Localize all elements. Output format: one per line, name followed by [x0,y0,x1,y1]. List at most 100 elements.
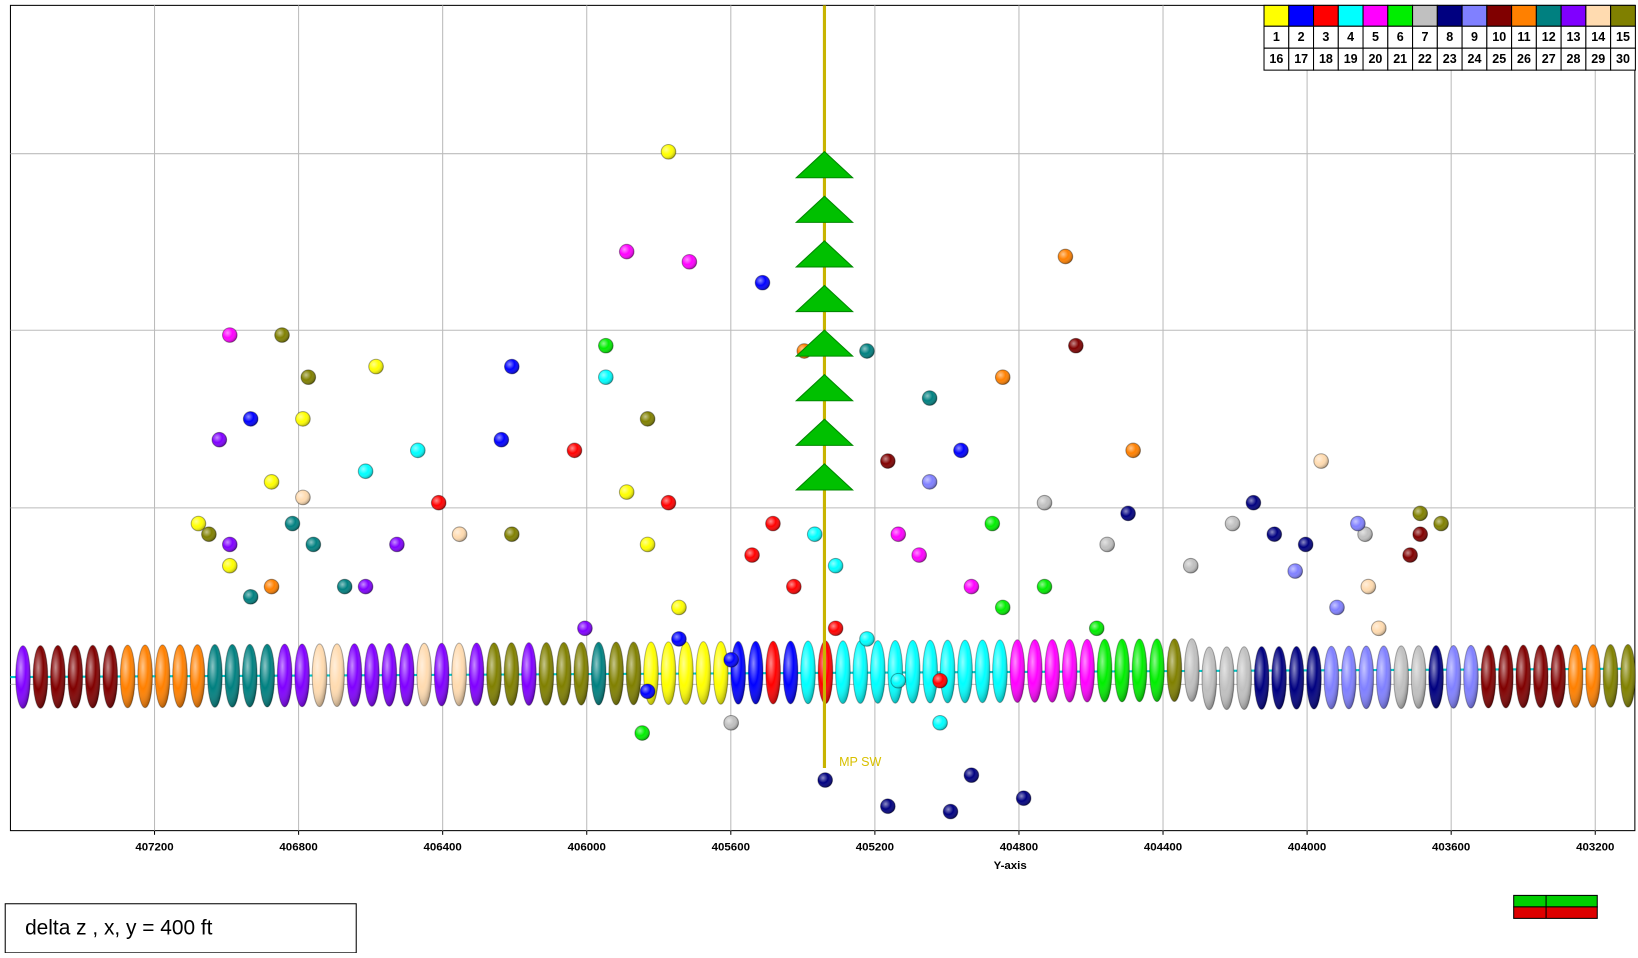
perforation-shine [1254,646,1269,710]
event-shine [598,338,614,353]
perforation-shine [277,644,292,707]
event-shine [504,526,520,542]
perforation-shine [870,640,886,704]
x-tick-label: 406800 [279,841,317,853]
perforation-shine [992,639,1008,703]
geophone [794,373,854,402]
event-shine [222,537,238,552]
perforation-shine [1533,645,1549,708]
perforation-shine [940,640,955,703]
event-shine [932,673,948,688]
perforation-shine [765,641,781,704]
perforation-shine [1428,645,1444,709]
event-shine [301,369,316,385]
perforation-shine [905,640,921,704]
event-shine [431,495,447,511]
legend: 1162173184195206217228239241025112612271… [1263,4,1636,71]
perforation-shine [1393,645,1409,709]
event-shine [995,369,1011,385]
event-shine [1287,563,1303,579]
event-shine [932,715,948,731]
event-shine [964,767,979,783]
perforation-shine [120,645,135,708]
perforation-shine [33,645,48,709]
legend-label: 12 [1542,30,1556,44]
perforation-shine [329,643,345,707]
perforation-shine [1358,646,1374,709]
event-shine [682,254,697,270]
event-shine [243,589,259,605]
event-shine [1120,506,1136,521]
event-shine [922,390,937,406]
event-shine [285,516,300,531]
event-shine [880,798,896,814]
event-shine [1371,620,1387,636]
x-tick-label: 407200 [135,841,173,853]
perforation-shine [783,641,798,704]
event-shine [264,474,279,490]
perforation-shine [608,642,624,705]
event-shine [567,443,582,458]
event-shine [953,443,969,458]
perforation-shine [1376,645,1392,709]
event-shine [264,579,279,594]
event-shine [494,432,509,448]
perforation-shine [1568,644,1583,708]
legend-swatch [1535,4,1562,27]
perforation-shine [486,642,502,706]
perforation-shine [713,641,729,705]
geophone [794,284,854,313]
legend-label: 21 [1393,52,1407,66]
perforation-shine [15,645,31,709]
event-shine [671,631,687,647]
lateral-well [10,638,1636,711]
perforation-shine [451,643,467,706]
event-shine [577,620,593,636]
event-shine [1099,537,1115,552]
x-tick-label: 405600 [712,841,750,853]
perforation-shine [312,643,327,707]
x-tick-label: 403200 [1576,841,1614,853]
event-shine [640,537,655,552]
status-green [1513,894,1598,908]
event-shine [723,715,739,731]
legend-label: 19 [1344,52,1358,66]
event-shine [880,453,896,469]
event-shine [1298,537,1313,552]
perforation-shine [294,644,310,707]
event-shine [191,516,206,531]
perforation-shine [696,641,711,705]
perforation-shine [242,644,258,708]
perforation-shine [1620,644,1636,708]
legend-label: 26 [1517,52,1531,66]
legend-label: 16 [1269,52,1283,66]
legend-label: 3 [1322,30,1329,44]
event-shine [1225,516,1240,531]
perforation-shine [68,645,83,709]
note: delta z , x, y = 400 ft [25,916,213,939]
event-shine [1125,443,1141,458]
perforation-shine [172,644,188,708]
event-shine [817,772,833,788]
perforation-shine [853,640,868,704]
perforation-shine [661,641,676,705]
legend-swatch [1362,4,1389,27]
legend-label: 30 [1616,52,1630,66]
event-shine [222,327,238,343]
event-shine [368,359,384,374]
event-shine [452,526,467,542]
event-shine [410,443,426,458]
perforation-shine [1411,645,1426,709]
event-shine [1329,600,1345,615]
perforation-shine [1550,644,1566,708]
perforation-shine [1446,645,1461,709]
event-shine [1313,453,1329,469]
perforation-shine [50,645,66,709]
event-shine [1246,495,1261,511]
perforation-shine [1097,639,1112,702]
event-shine [358,463,373,479]
perforation-shine [1132,639,1147,702]
legend-label: 27 [1542,52,1556,66]
legend-swatch [1610,4,1636,27]
perforation-shine [1062,639,1078,703]
